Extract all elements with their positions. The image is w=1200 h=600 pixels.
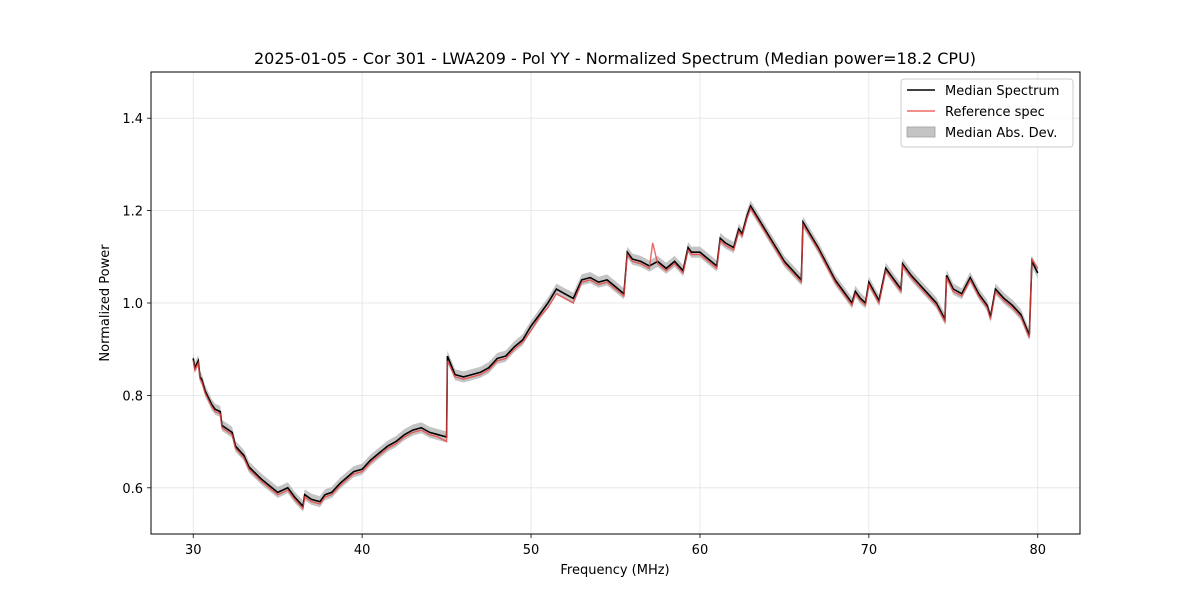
legend-reference-label: Reference spec bbox=[945, 105, 1045, 120]
x-tick-label: 80 bbox=[1029, 543, 1046, 558]
chart-title: 2025-01-05 - Cor 301 - LWA209 - Pol YY -… bbox=[254, 49, 976, 68]
legend-median-label: Median Spectrum bbox=[945, 84, 1059, 99]
y-tick-label: 0.6 bbox=[122, 482, 143, 497]
legend-mad-swatch bbox=[906, 126, 936, 138]
y-axis-label: Normalized Power bbox=[98, 244, 113, 362]
x-tick-label: 70 bbox=[861, 543, 878, 558]
legend-mad-label: Median Abs. Dev. bbox=[945, 126, 1057, 141]
x-tick-label: 40 bbox=[354, 543, 371, 558]
x-axis-ticks: 30 40 50 60 70 80 bbox=[185, 534, 1046, 558]
x-tick-label: 60 bbox=[692, 543, 709, 558]
legend-box bbox=[900, 78, 1074, 148]
x-axis-label: Frequency (MHz) bbox=[560, 563, 669, 578]
plot-data bbox=[192, 200, 1039, 512]
y-tick-label: 1.4 bbox=[122, 112, 143, 127]
y-tick-label: 1.2 bbox=[122, 205, 143, 220]
legend: Median Spectrum Reference spec Median Ab… bbox=[900, 78, 1074, 148]
x-tick-label: 50 bbox=[523, 543, 540, 558]
y-axis-ticks: 0.6 0.8 1.0 1.2 1.4 bbox=[122, 112, 151, 497]
y-tick-label: 1.0 bbox=[122, 297, 143, 312]
x-tick-label: 30 bbox=[185, 543, 202, 558]
y-tick-label: 0.8 bbox=[122, 389, 143, 404]
reference-spec-line bbox=[192, 206, 1039, 511]
